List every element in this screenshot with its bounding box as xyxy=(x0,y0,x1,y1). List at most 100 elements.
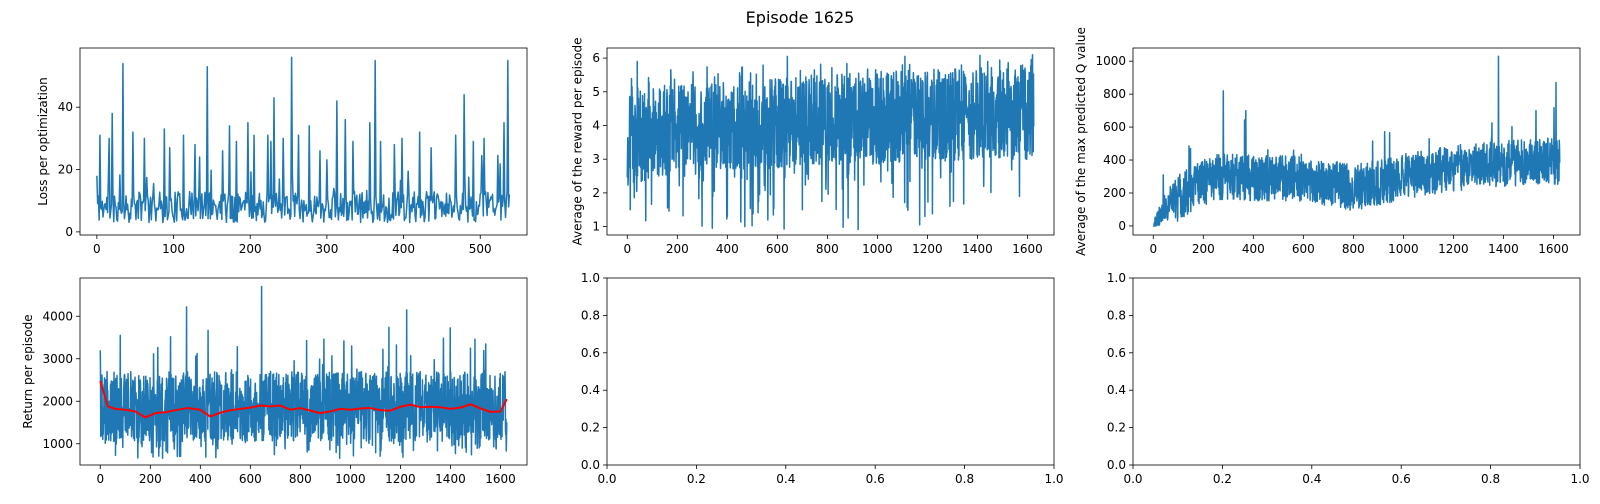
x-tick-label: 0.8 xyxy=(1481,472,1500,486)
series-line-1 xyxy=(96,56,511,224)
x-tick-label: 1200 xyxy=(912,242,943,256)
axes-frame xyxy=(606,277,1055,466)
x-tick-label: 1400 xyxy=(1488,242,1519,256)
y-tick-label: 0.0 xyxy=(581,458,600,472)
x-tick-label: 1.0 xyxy=(1044,472,1063,486)
x-tick-label: 0 xyxy=(623,242,631,256)
x-tick-label: 0.4 xyxy=(776,472,795,486)
x-tick-label: 1600 xyxy=(485,472,516,486)
y-tick-label: 0.4 xyxy=(581,383,600,397)
series-line-1 xyxy=(1152,55,1561,227)
x-tick-label: 0.2 xyxy=(1213,472,1232,486)
x-tick-label: 200 xyxy=(1192,242,1215,256)
y-tick-label: 800 xyxy=(1103,87,1126,101)
axes-frame xyxy=(1132,277,1581,466)
x-tick-label: 600 xyxy=(766,242,789,256)
y-tick-label: 4 xyxy=(592,118,600,132)
x-tick-label: 400 xyxy=(716,242,739,256)
y-tick-label: 0.6 xyxy=(1107,346,1126,360)
x-tick-label: 1600 xyxy=(1538,242,1569,256)
x-tick-label: 1000 xyxy=(1388,242,1419,256)
x-tick-label: 0.4 xyxy=(1302,472,1321,486)
y-tick-label: 6 xyxy=(592,51,600,65)
x-tick-label: 800 xyxy=(1342,242,1365,256)
y-tick-label: 0.2 xyxy=(1107,421,1126,435)
x-tick-label: 1600 xyxy=(1012,242,1043,256)
y-tick-label: 0.8 xyxy=(581,308,600,322)
x-tick-label: 1200 xyxy=(1438,242,1469,256)
x-tick-label: 200 xyxy=(239,242,262,256)
subplot-3: 0 200 400 600 800 1000 1200 1400 1600 0 200 400 600 8… xyxy=(1074,27,1581,256)
y-axis-label: Average of the reward per episode xyxy=(571,37,585,245)
x-tick-label: 200 xyxy=(139,472,162,486)
y-axis-label: Loss per optimization xyxy=(36,77,50,206)
x-tick-label: 0.6 xyxy=(866,472,885,486)
y-tick-label: 0.8 xyxy=(1107,308,1126,322)
axes-frame xyxy=(79,47,528,236)
x-tick-label: 0.6 xyxy=(1392,472,1411,486)
series-line-1 xyxy=(626,53,1035,231)
x-tick-label: 100 xyxy=(162,242,185,256)
axes-frame xyxy=(606,47,1055,236)
x-tick-label: 400 xyxy=(392,242,415,256)
x-tick-label: 200 xyxy=(666,242,689,256)
figure-title: Episode 1625 xyxy=(745,8,855,27)
subplot-1: 0 100 200 300 400 500 0 20 40 Loss per optimizati… xyxy=(36,47,528,256)
y-tick-label: 2000 xyxy=(42,394,73,408)
series-line-1 xyxy=(99,285,508,460)
y-tick-label: 0 xyxy=(65,225,73,239)
x-tick-label: 1400 xyxy=(962,242,993,256)
y-tick-label: 2 xyxy=(592,186,600,200)
subplot-6: 0.0 0.2 0.4 0.6 0.8 1.0 0.0 0.2 0.4 0.6 0.8 1.0 xyxy=(1107,271,1590,486)
subplot-5: 0.0 0.2 0.4 0.6 0.8 1.0 0.0 0.2 0.4 0.6 0.8 1.0 xyxy=(581,271,1064,486)
x-tick-label: 800 xyxy=(816,242,839,256)
y-tick-label: 1.0 xyxy=(581,271,600,285)
y-tick-label: 0.6 xyxy=(581,346,600,360)
x-tick-label: 0.8 xyxy=(955,472,974,486)
x-tick-label: 400 xyxy=(189,472,212,486)
y-tick-label: 40 xyxy=(58,100,73,114)
y-tick-label: 3000 xyxy=(42,352,73,366)
x-tick-label: 300 xyxy=(315,242,338,256)
x-tick-label: 0.0 xyxy=(597,472,616,486)
y-tick-label: 1000 xyxy=(42,437,73,451)
y-tick-label: 0 xyxy=(1118,219,1126,233)
y-tick-label: 600 xyxy=(1103,120,1126,134)
x-tick-label: 1000 xyxy=(862,242,893,256)
axes-frame xyxy=(1132,47,1581,236)
x-tick-label: 0.0 xyxy=(1123,472,1142,486)
x-tick-label: 0 xyxy=(96,472,104,486)
x-tick-label: 0 xyxy=(93,242,101,256)
y-tick-label: 1000 xyxy=(1095,54,1126,68)
x-tick-label: 500 xyxy=(469,242,492,256)
subplot-2: 0 200 400 600 800 1000 1200 1400 1600 1 2 3 4 5 6 Avera… xyxy=(571,37,1055,256)
x-tick-label: 600 xyxy=(1292,242,1315,256)
y-tick-label: 0.2 xyxy=(581,421,600,435)
y-tick-label: 5 xyxy=(592,85,600,99)
y-tick-label: 200 xyxy=(1103,186,1126,200)
y-tick-label: 1 xyxy=(592,220,600,234)
series-line-2 xyxy=(99,380,508,419)
x-tick-label: 0.2 xyxy=(687,472,706,486)
x-tick-label: 1400 xyxy=(435,472,466,486)
x-tick-label: 800 xyxy=(289,472,312,486)
y-tick-label: 20 xyxy=(58,163,73,177)
x-tick-label: 1000 xyxy=(335,472,366,486)
x-tick-label: 600 xyxy=(239,472,262,486)
y-tick-label: 1.0 xyxy=(1107,271,1126,285)
x-tick-label: 400 xyxy=(1242,242,1265,256)
y-tick-label: 4000 xyxy=(42,309,73,323)
y-tick-label: 0.4 xyxy=(1107,383,1126,397)
subplot-4: 0 200 400 600 800 1000 1200 1400 1600 1000 2000 300… xyxy=(21,277,528,486)
y-tick-label: 3 xyxy=(592,152,600,166)
x-tick-label: 0 xyxy=(1149,242,1157,256)
axes-frame xyxy=(79,277,528,466)
y-axis-label: Average of the max predicted Q value xyxy=(1074,27,1088,256)
y-tick-label: 0.0 xyxy=(1107,458,1126,472)
x-tick-label: 1200 xyxy=(385,472,416,486)
y-tick-label: 400 xyxy=(1103,153,1126,167)
x-tick-label: 1.0 xyxy=(1570,472,1589,486)
y-axis-label: Return per episode xyxy=(21,314,35,428)
